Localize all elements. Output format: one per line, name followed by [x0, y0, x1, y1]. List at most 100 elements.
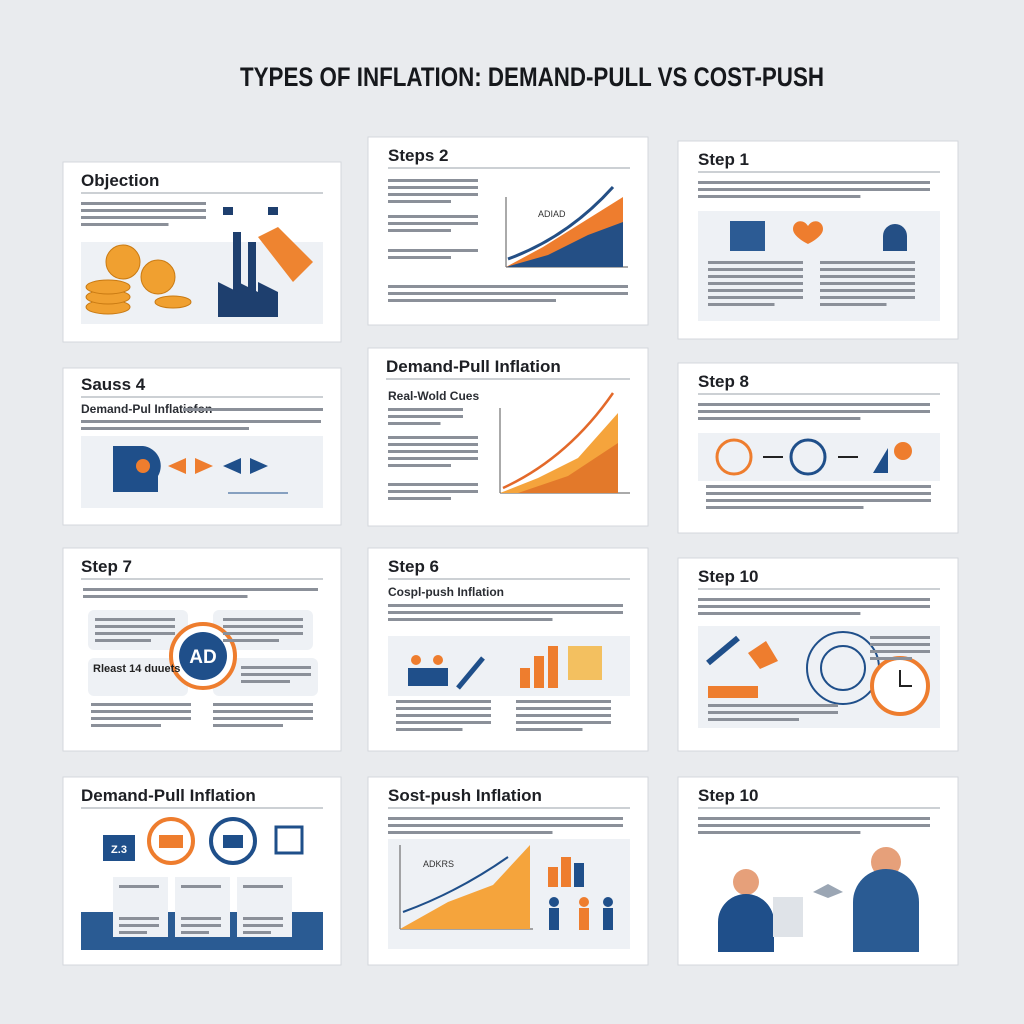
icon: [748, 641, 778, 669]
text-line: [698, 598, 930, 601]
group: [81, 420, 321, 430]
slide-title: Objection: [81, 171, 159, 190]
slide: Step 10: [677, 557, 959, 752]
text-line: [223, 625, 303, 628]
text-line: [183, 408, 323, 411]
label: ADKRS: [423, 859, 454, 869]
text-line: [698, 612, 861, 615]
icon: [813, 884, 843, 898]
text-line: [181, 924, 221, 927]
group: [698, 598, 930, 615]
text-line: [820, 303, 887, 306]
icon: [820, 645, 866, 691]
icon: [853, 869, 919, 952]
shape: [603, 908, 613, 930]
slide-subtitle: Real-Wold Cues: [388, 389, 479, 403]
icon: [400, 845, 530, 929]
icon: [706, 635, 740, 666]
text-line: [698, 181, 930, 184]
text-line: [388, 249, 478, 252]
text-line: [706, 506, 864, 509]
text-line: [388, 824, 623, 827]
icon: [456, 656, 485, 690]
text-line: [870, 636, 930, 639]
group: [91, 703, 191, 727]
text-line: [241, 673, 311, 676]
text-line: [388, 193, 478, 196]
text-line: [388, 490, 478, 493]
slide-title: Sost-push Inflation: [388, 786, 542, 805]
text-line: [119, 885, 159, 888]
slide: Sauss 4 Demand-Pul Inflatiofon: [62, 367, 342, 526]
slide: Step 8: [677, 362, 959, 534]
group: [181, 917, 221, 934]
icon: [718, 894, 774, 952]
text-line: [181, 931, 209, 934]
text-line: [95, 632, 175, 635]
group: [388, 483, 478, 500]
shape: [223, 207, 233, 215]
group: [218, 207, 278, 317]
text-line: [698, 817, 930, 820]
text-line: [388, 285, 628, 288]
slide: Step 6 Cospl-push Inflation: [367, 547, 649, 752]
text-line: [708, 704, 838, 707]
text-line: [698, 831, 861, 834]
shape: [408, 668, 448, 686]
shape: [159, 835, 183, 848]
shape: [520, 668, 530, 688]
text-line: [396, 714, 491, 717]
text-line: [91, 703, 191, 706]
slide-subtitle: Cospl-push Inflation: [388, 585, 504, 599]
group: [388, 817, 623, 834]
group: [708, 704, 838, 721]
group: [388, 604, 623, 621]
text-line: [708, 275, 803, 278]
label: AD: [189, 647, 216, 668]
slide-title: Step 8: [698, 372, 749, 391]
shape: [223, 835, 243, 848]
shape: [248, 242, 256, 292]
text-line: [708, 296, 803, 299]
shape: [579, 908, 589, 930]
text-line: [396, 700, 491, 703]
group: [241, 666, 311, 683]
text-line: [223, 632, 303, 635]
icon: [218, 282, 278, 317]
text-line: [81, 209, 206, 212]
text-line: [388, 200, 451, 203]
text-line: [708, 711, 838, 714]
icon: [518, 443, 618, 493]
icon: [136, 459, 150, 473]
shape: [730, 221, 765, 251]
icon: [105, 244, 141, 280]
icon: [871, 847, 901, 877]
shape: [708, 686, 758, 698]
text-line: [698, 195, 861, 198]
icon: [168, 458, 213, 474]
group: [83, 588, 318, 598]
group: [396, 700, 491, 731]
slide-title: Step 1: [698, 150, 749, 169]
group: [388, 436, 478, 467]
text-line: [708, 303, 775, 306]
text-line: [181, 885, 221, 888]
icon: [793, 221, 823, 244]
text-line: [95, 618, 175, 621]
text-line: [388, 457, 478, 460]
group: [213, 703, 313, 727]
icon: [140, 259, 176, 295]
slide-title: Demand-Pull Inflation: [81, 786, 256, 805]
group: [119, 885, 159, 888]
group: [820, 261, 915, 306]
group: [870, 636, 930, 660]
group: [223, 618, 303, 642]
text-line: [388, 179, 478, 182]
group: [708, 261, 803, 306]
text-line: [388, 408, 463, 411]
group: [181, 885, 221, 888]
icon: [85, 279, 131, 295]
text-line: [706, 485, 931, 488]
group: [243, 917, 283, 934]
group: [388, 215, 478, 232]
